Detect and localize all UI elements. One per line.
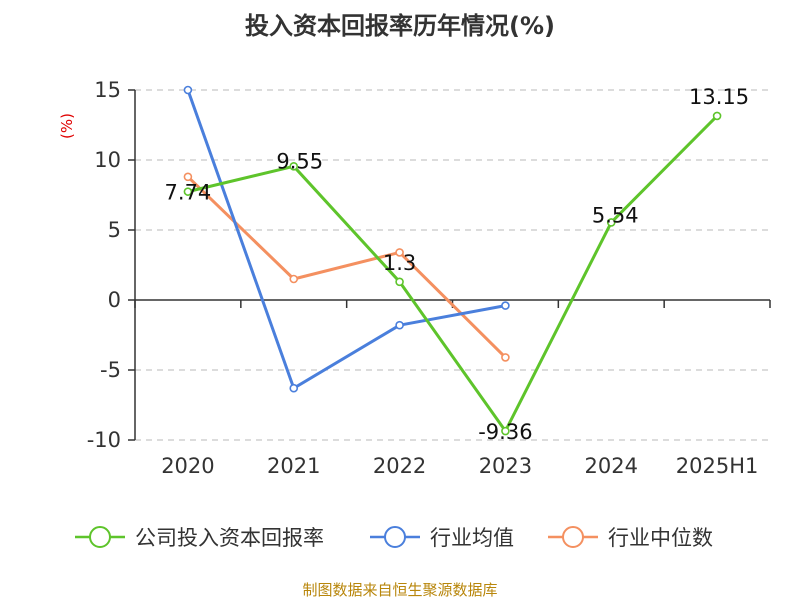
series-line-2 bbox=[186, 175, 507, 359]
data-label-5: 13.15 bbox=[689, 85, 749, 109]
x-tick-label-0: 2020 bbox=[161, 454, 214, 478]
legend-item-0[interactable]: 公司投入资本回报率 bbox=[75, 526, 324, 550]
data-point-2-1[interactable] bbox=[289, 274, 299, 284]
y-tick-label-2: 5 bbox=[108, 218, 121, 242]
data-point-1-1[interactable] bbox=[289, 383, 299, 393]
legend-marker-0 bbox=[89, 526, 111, 548]
y-tick-label-4: -5 bbox=[100, 358, 121, 382]
series-layer bbox=[183, 85, 722, 436]
grid-lines bbox=[135, 89, 770, 441]
chart-title: 投入资本回报率历年情况(%) bbox=[245, 12, 555, 40]
data-point-2-3[interactable] bbox=[501, 353, 510, 362]
data-point-0-0[interactable] bbox=[183, 187, 193, 196]
data-point-0-4[interactable] bbox=[606, 218, 616, 227]
y-axis-unit: (%) bbox=[58, 113, 76, 139]
data-point-1-2[interactable] bbox=[395, 320, 404, 330]
legend[interactable]: 公司投入资本回报率 行业均值 行业中位数 bbox=[75, 526, 713, 550]
data-point-0-3[interactable] bbox=[501, 426, 510, 436]
data-label-1: 9.55 bbox=[276, 149, 323, 173]
x-tick-label-1: 2021 bbox=[267, 454, 320, 478]
data-labels: 7.74 9.55 1.3 -9.36 5.54 13.15 bbox=[165, 85, 750, 444]
legend-label-1: 行业均值 bbox=[430, 526, 514, 550]
data-point-1-3[interactable] bbox=[501, 301, 510, 310]
series-line-0 bbox=[187, 114, 719, 433]
legend-marker-1 bbox=[384, 526, 406, 548]
x-tick-label-4: 2024 bbox=[585, 454, 638, 478]
data-label-2: 1.3 bbox=[383, 251, 416, 275]
legend-marker-2 bbox=[562, 526, 584, 548]
data-point-2-2[interactable] bbox=[395, 248, 404, 257]
data-point-0-2[interactable] bbox=[395, 277, 404, 287]
data-label-4: 5.54 bbox=[592, 203, 639, 227]
legend-item-2[interactable]: 行业中位数 bbox=[548, 526, 713, 550]
x-tick-label-5: 2025H1 bbox=[676, 454, 759, 478]
data-point-1-0[interactable] bbox=[183, 85, 193, 95]
legend-label-0: 公司投入资本回报率 bbox=[135, 526, 324, 550]
data-label-0: 7.74 bbox=[165, 181, 212, 205]
legend-label-2: 行业中位数 bbox=[608, 526, 713, 550]
data-point-0-1[interactable] bbox=[289, 162, 299, 171]
y-tick-label-3: 0 bbox=[108, 288, 121, 312]
axes: 15 10 5 0 -5 -10 2020 2021 2022 2023 2024 2025H1 bbox=[87, 78, 771, 478]
x-tick-label-2: 2022 bbox=[373, 454, 426, 478]
legend-item-1[interactable]: 行业均值 bbox=[370, 526, 514, 550]
source-footer: 制图数据来自恒生聚源数据库 bbox=[302, 581, 497, 599]
data-point-2-0[interactable] bbox=[183, 172, 193, 182]
series-line-1 bbox=[186, 89, 506, 390]
x-tick-label-3: 2023 bbox=[479, 454, 532, 478]
data-label-3: -9.36 bbox=[478, 420, 532, 444]
y-tick-label-1: 10 bbox=[94, 148, 121, 172]
y-tick-label-0: 15 bbox=[94, 78, 121, 102]
data-point-0-5[interactable] bbox=[712, 111, 722, 121]
y-tick-label-5: -10 bbox=[87, 428, 121, 452]
